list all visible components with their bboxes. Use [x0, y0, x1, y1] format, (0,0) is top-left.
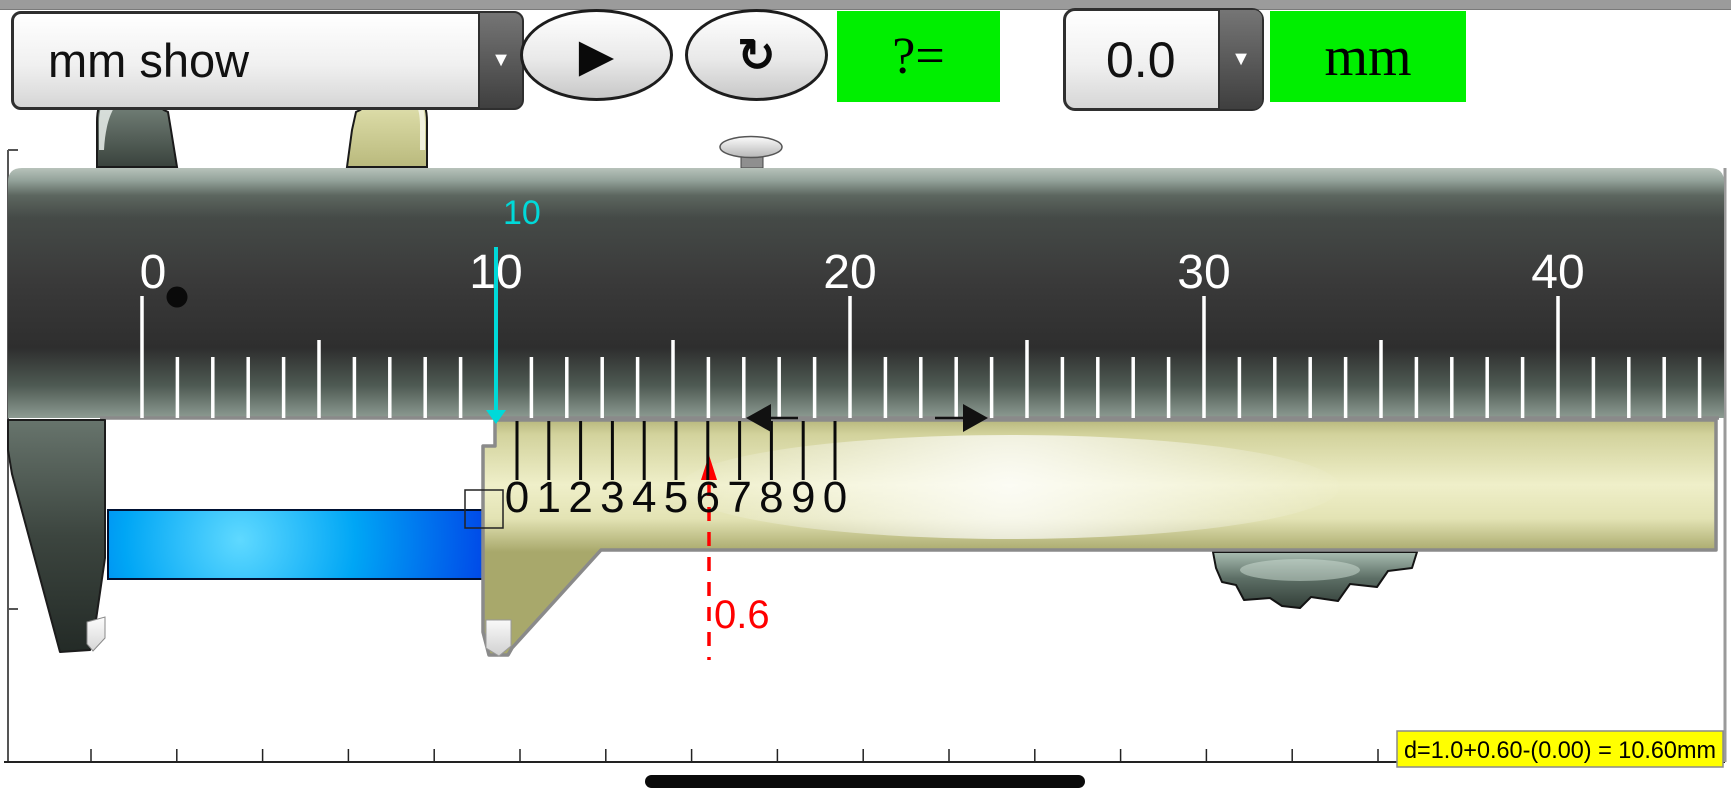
check-answer-button[interactable]: ?=: [837, 11, 1000, 102]
main-scale-label: 0: [140, 246, 167, 299]
unit-label: mm: [1324, 25, 1412, 88]
main-scale-label: 40: [1531, 246, 1584, 299]
vernier-label: 0: [823, 473, 847, 522]
caliper-beam: [8, 168, 1724, 418]
unit-button[interactable]: mm: [1270, 11, 1466, 102]
vernier-label: 5: [664, 473, 688, 522]
chevron-down-icon[interactable]: ▼: [1218, 10, 1262, 109]
play-button[interactable]: ▶: [520, 9, 673, 101]
measured-rod[interactable]: [107, 509, 484, 580]
bottom-scrollbar-thumb[interactable]: [645, 775, 1085, 788]
red-marker-label: 0.6: [714, 593, 770, 637]
fixed-jaw: [7, 419, 106, 653]
vernier-label: 4: [632, 473, 656, 522]
formula-display: d=1.0+0.60-(0.00) = 10.60mm: [1396, 730, 1724, 768]
mode-select[interactable]: mm show ▼: [11, 11, 524, 110]
fixed-jaw-tip: [86, 616, 106, 652]
check-answer-label: ?=: [892, 28, 945, 85]
moving-jaw-tip: [485, 619, 512, 657]
vernier-label: 2: [568, 473, 592, 522]
slider-sheen: [680, 435, 1340, 539]
vernier-label: 8: [759, 473, 783, 522]
vernier-label: 0: [505, 473, 529, 522]
formula-text: d=1.0+0.60-(0.00) = 10.60mm: [1404, 737, 1716, 764]
depth-knob[interactable]: [719, 135, 783, 169]
chevron-down-icon[interactable]: ▼: [478, 13, 522, 108]
zero-offset-select[interactable]: 0.0 ▼: [1063, 8, 1264, 111]
mode-select-value: mm show: [48, 34, 250, 87]
main-scale-label: 30: [1177, 246, 1230, 299]
vernier-label: 6: [696, 473, 720, 522]
vernier-label: 3: [600, 473, 624, 522]
cyan-marker-label: 10: [503, 194, 541, 232]
vernier-label: 1: [537, 473, 561, 522]
vernier-label: 9: [791, 473, 815, 522]
vernier-label: 7: [727, 473, 751, 522]
top-border: [0, 0, 1731, 10]
play-icon: ▶: [578, 29, 615, 81]
reset-icon: ↻: [737, 29, 776, 81]
drag-left-arrow[interactable]: [746, 404, 798, 432]
main-scale-label: 20: [823, 246, 876, 299]
reset-button[interactable]: ↻: [685, 9, 828, 101]
vernier-slider[interactable]: [481, 418, 1718, 657]
cyan-marker: 10: [486, 194, 541, 424]
toolbar: mm show ▼ ▶ ↻ ?= 0.0 ▼ mm: [0, 0, 1731, 115]
drag-right-arrow[interactable]: [935, 404, 988, 432]
zero-offset-value: 0.0: [1106, 31, 1176, 88]
thumb-wheel[interactable]: [1212, 551, 1418, 609]
scale-dot: [166, 286, 188, 308]
contact-square: [464, 489, 504, 529]
main-scale: 0 10 20 30 40: [140, 246, 1702, 418]
